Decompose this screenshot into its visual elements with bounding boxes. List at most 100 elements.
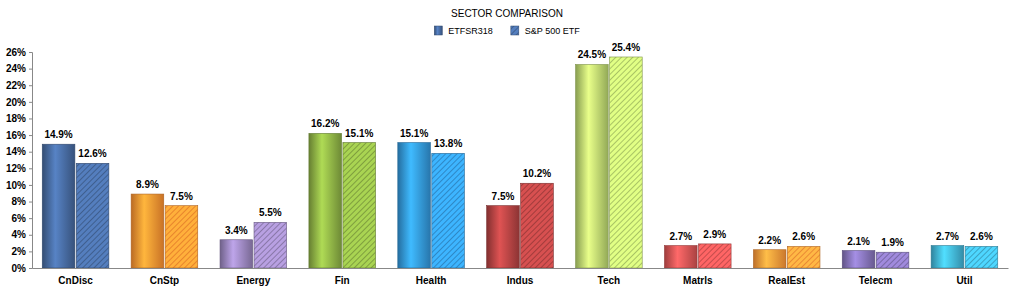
x-tick: CnDisc (58, 268, 93, 286)
bar (309, 133, 342, 268)
x-tick-label: Fin (335, 275, 350, 286)
legend: ETFSR318 S&P 500 ETF (434, 26, 580, 36)
bar (787, 246, 820, 268)
y-tick-mark (29, 235, 32, 236)
bar (610, 57, 643, 268)
title: SECTOR COMPARISON (451, 8, 563, 19)
data-label: 2.1% (847, 236, 870, 247)
y-tick-label: 10% (6, 180, 26, 191)
data-label: 10.2% (523, 168, 551, 179)
data-label: 2.7% (936, 231, 959, 242)
x-tick-label: CnDisc (58, 275, 93, 286)
x-tick: Health (416, 268, 447, 286)
y-tick-label: 12% (6, 163, 26, 174)
bar (876, 252, 909, 268)
data-label: 7.5% (170, 191, 193, 202)
y-tick-mark (29, 69, 32, 70)
bar (965, 246, 998, 268)
chart: 0% 2% 4% 6% 8% 10% 12% 14% 16% 18% 20% 22% 24% 26% CnD… (0, 0, 1014, 301)
y-tick: 22% (6, 80, 32, 91)
bar (254, 222, 287, 268)
y-tick-mark (29, 168, 32, 169)
data-label: 2.7% (669, 231, 692, 242)
x-axis: CnDiscCnStpEnergyFinHealthIndusTechMatrl… (33, 268, 1009, 286)
legend-swatch (511, 26, 519, 35)
x-tick: Util (956, 268, 972, 286)
y-tick: 14% (6, 146, 32, 157)
y-tick: 4% (12, 229, 32, 240)
x-tick-label: CnStp (150, 275, 179, 286)
series (42, 64, 964, 268)
bar (398, 143, 431, 268)
x-tick: Fin (335, 268, 350, 286)
data-labels: 14.9%8.9%3.4%16.2%15.1%7.5%24.5%2.7%2.2%… (44, 42, 993, 248)
y-tick: 20% (6, 97, 32, 108)
data-label: 2.6% (792, 231, 815, 242)
legend-swatch (434, 26, 442, 35)
data-label: 16.2% (311, 118, 339, 129)
x-tick: CnStp (150, 268, 179, 286)
y-tick-label: 20% (6, 97, 26, 108)
y-tick-mark (29, 102, 32, 103)
y-tick-label: 0% (12, 263, 27, 274)
y-tick-label: 18% (6, 113, 26, 124)
data-label: 14.9% (44, 129, 72, 140)
data-label: 25.4% (612, 42, 640, 53)
y-tick: 24% (6, 63, 32, 74)
x-tick-label: Energy (236, 275, 270, 286)
bar (521, 183, 554, 268)
data-label: 13.8% (434, 138, 462, 149)
series (76, 57, 998, 268)
x-tick: Energy (236, 268, 270, 286)
y-tick: 10% (6, 180, 32, 191)
bar (343, 143, 376, 268)
y-tick-mark (29, 85, 32, 86)
y-tick: 16% (6, 130, 32, 141)
bar (753, 250, 786, 268)
legend-label: S&P 500 ETF (525, 26, 580, 36)
y-tick-mark (29, 251, 32, 252)
x-tick: Tech (598, 268, 621, 286)
y-axis: 0% 2% 4% 6% 8% 10% 12% 14% 16% 18% 20% 22% 24% 26% (6, 47, 33, 274)
data-label: 2.6% (970, 231, 993, 242)
y-tick-label: 4% (12, 229, 27, 240)
y-tick: 26% (6, 47, 32, 58)
y-tick: 12% (6, 163, 32, 174)
y-tick-mark (29, 268, 32, 269)
x-tick-label: Util (956, 275, 972, 286)
data-label: 1.9% (881, 237, 904, 248)
y-tick: 8% (12, 196, 32, 207)
y-tick-label: 16% (6, 130, 26, 141)
bar (76, 163, 109, 268)
bar (842, 251, 875, 268)
bar (220, 240, 253, 268)
bar (931, 246, 964, 268)
data-label: 3.4% (225, 225, 248, 236)
data-label: 2.9% (703, 229, 726, 240)
bar (664, 246, 697, 268)
data-label: 15.1% (345, 128, 373, 139)
x-tick: Telecm (859, 268, 893, 286)
plot: 0% 2% 4% 6% 8% 10% 12% 14% 16% 18% 20% 22% 24% 26% CnD… (6, 42, 1009, 286)
y-tick-mark (29, 152, 32, 153)
y-tick: 2% (12, 246, 32, 257)
legend-item: ETFSR318 (434, 26, 493, 36)
x-tick: RealEst (768, 268, 805, 286)
bar (432, 153, 465, 268)
bar (576, 64, 609, 268)
y-tick-mark (29, 135, 32, 136)
x-tick-label: Indus (507, 275, 534, 286)
x-tick-label: Health (416, 275, 447, 286)
y-tick-mark (29, 118, 32, 119)
x-tick-label: Telecm (859, 275, 893, 286)
y-tick-label: 8% (12, 196, 27, 207)
bar (42, 144, 75, 268)
data-label: 5.5% (259, 207, 282, 218)
y-tick-mark (29, 52, 32, 53)
y-tick-label: 6% (12, 213, 27, 224)
bar (165, 206, 198, 268)
data-label: 12.6% (78, 148, 106, 159)
x-tick: Indus (507, 268, 534, 286)
x-axis-line (33, 268, 1009, 269)
y-axis-line (29, 53, 33, 269)
